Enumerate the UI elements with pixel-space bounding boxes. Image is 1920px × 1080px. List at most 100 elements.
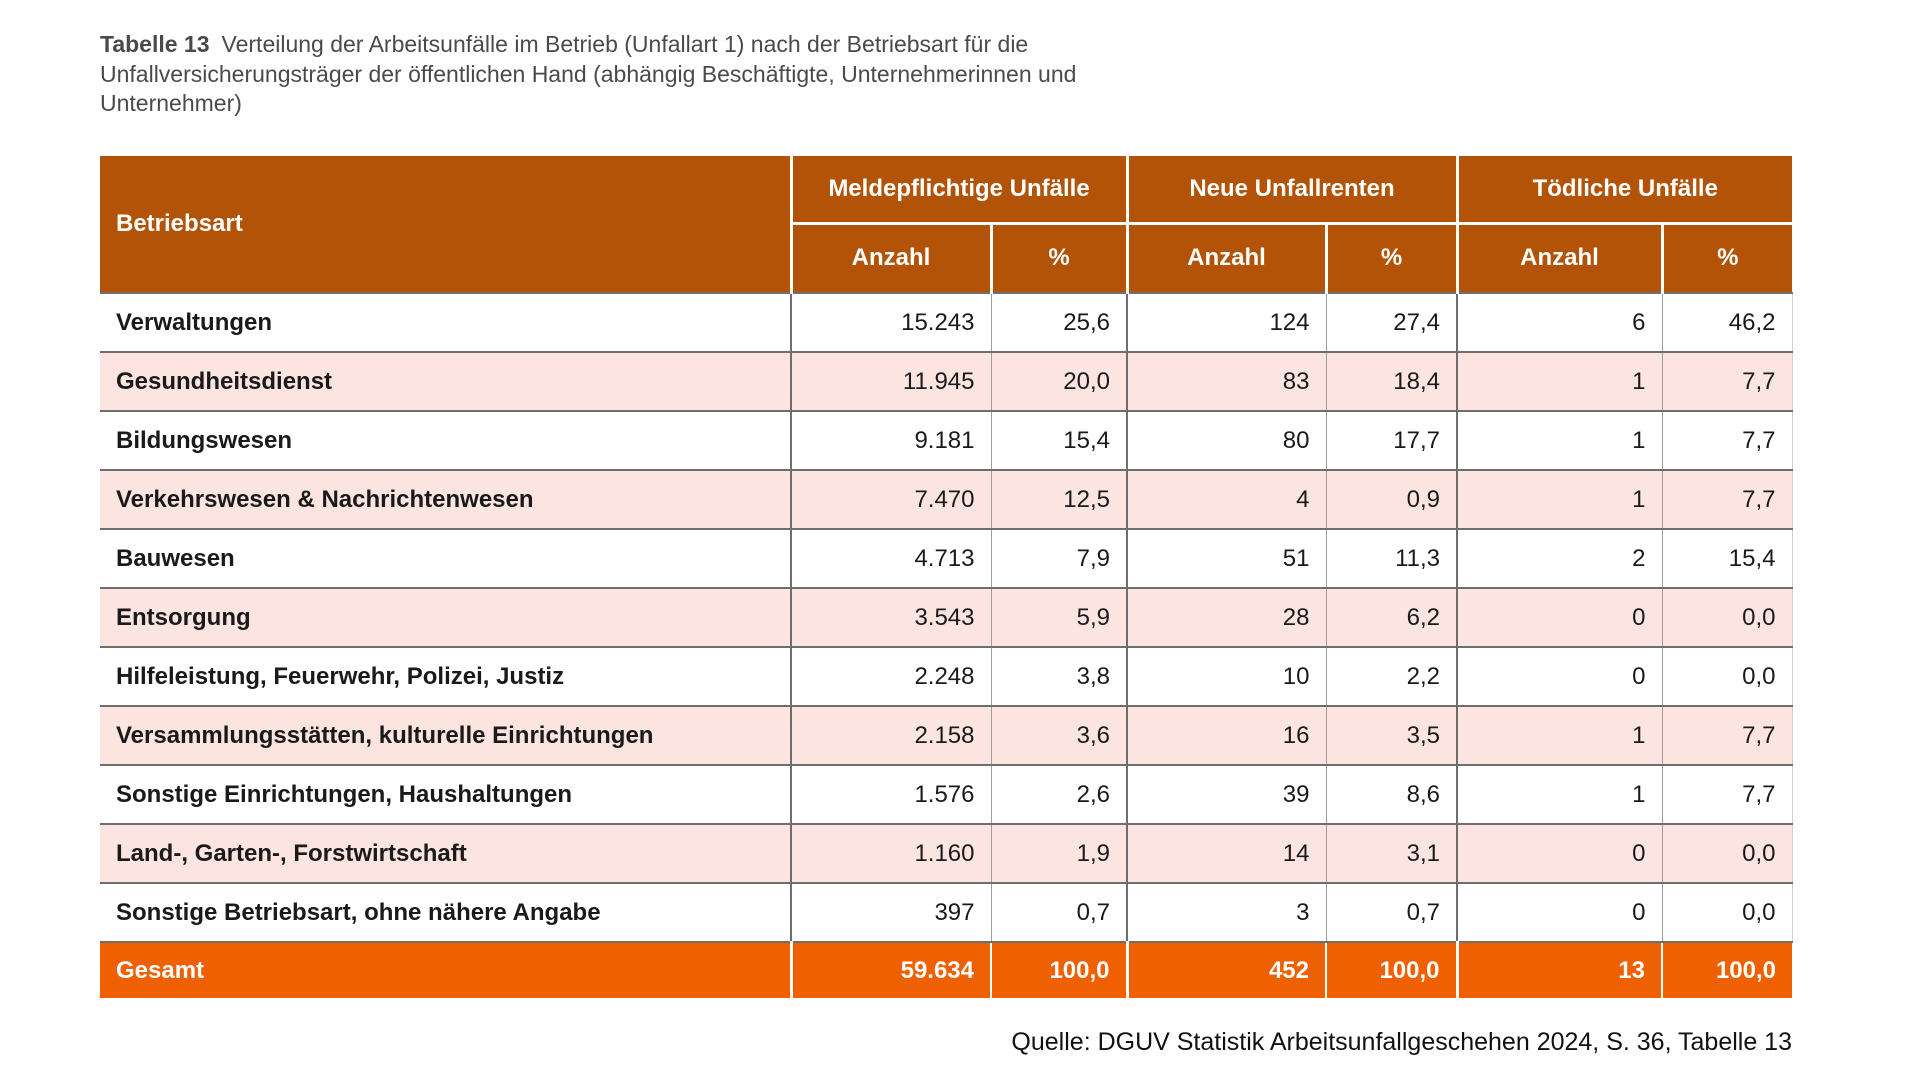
col-group-toedliche-unfaelle: Tödliche Unfälle: [1455, 156, 1793, 223]
table-row: Sonstige Einrichtungen, Haushaltungen 1.5…: [100, 764, 1793, 824]
table-row: Versammlungsstätten, kulturelle Einricht…: [100, 705, 1793, 765]
anzahl-cell: 3.543: [790, 587, 991, 647]
anzahl-cell: 397: [790, 882, 991, 942]
anzahl-cell: 2: [1456, 528, 1662, 588]
anzahl-cell: 1: [1456, 705, 1662, 765]
anzahl-cell: 1.160: [790, 823, 991, 883]
anzahl-cell: 13: [1455, 941, 1662, 998]
table-row: Hilfeleistung, Feuerwehr, Polizei, Justi…: [100, 646, 1793, 706]
table-number: Tabelle 13: [100, 31, 210, 57]
anzahl-cell: 2.248: [790, 646, 991, 706]
table-row: Bauwesen 4.713 7,9 51 11,3 2 15,4: [100, 528, 1793, 588]
caption-line-2: Unfallversicherungsträger der öffentlich…: [100, 60, 1077, 87]
percent-cell: 20,0: [990, 351, 1127, 411]
statistics-table: Betriebsart Meldepflichtige Unfälle Neue…: [100, 156, 1793, 998]
percent-cell: 100,0: [1660, 941, 1793, 998]
anzahl-cell: 7.470: [790, 469, 991, 529]
source-note: Quelle: DGUV Statistik Arbeitsunfallgesc…: [1011, 1028, 1792, 1056]
table-row: Bildungswesen 9.181 15,4 80 17,7 1 7,7: [100, 410, 1793, 470]
percent-cell: 3,6: [990, 705, 1127, 765]
percent-cell: 15,4: [1661, 528, 1793, 588]
table-row: Entsorgung 3.543 5,9 28 6,2 0 0,0: [100, 587, 1793, 647]
anzahl-cell: 0: [1456, 646, 1662, 706]
anzahl-cell: 1: [1456, 410, 1662, 470]
percent-cell: 100,0: [1325, 941, 1457, 998]
header-group-row: Betriebsart Meldepflichtige Unfälle Neue…: [100, 156, 1793, 293]
anzahl-cell: 1: [1456, 351, 1662, 411]
percent-cell: 7,7: [1661, 410, 1793, 470]
caption-text-1: Verteilung der Arbeitsunfälle im Betrieb…: [221, 31, 1029, 57]
caption-line-3: Unternehmer): [100, 90, 242, 116]
percent-cell: 1,9: [990, 823, 1127, 883]
anzahl-cell: 80: [1126, 410, 1326, 470]
total-row: Gesamt 59.634 100,0 452 100,0 13 100,0: [100, 941, 1793, 998]
percent-cell: 18,4: [1325, 351, 1457, 411]
col-group-meldepflichtige-unfaelle: Meldepflichtige Unfälle: [789, 156, 1127, 223]
col-header-percent-3: %: [1660, 221, 1793, 293]
betriebsart-cell: Sonstige Betriebsart, ohne nähere Angabe: [100, 882, 791, 942]
percent-cell: 7,7: [1661, 469, 1793, 529]
anzahl-cell: 1.576: [790, 764, 991, 824]
percent-cell: 0,0: [1661, 882, 1793, 942]
percent-cell: 12,5: [990, 469, 1127, 529]
percent-cell: 0,7: [990, 882, 1127, 942]
col-header-anzahl-1: Anzahl: [789, 221, 991, 293]
percent-cell: 3,8: [990, 646, 1127, 706]
anzahl-cell: 14: [1126, 823, 1326, 883]
betriebsart-cell: Verkehrswesen & Nachrichtenwesen: [100, 469, 791, 529]
anzahl-cell: 124: [1126, 292, 1326, 352]
table-header: Betriebsart Meldepflichtige Unfälle Neue…: [100, 156, 1793, 293]
anzahl-cell: 4: [1126, 469, 1326, 529]
betriebsart-cell: Bauwesen: [100, 528, 791, 588]
anzahl-cell: 1: [1456, 764, 1662, 824]
col-header-percent-1: %: [989, 221, 1127, 293]
caption-line-1: Tabelle 13 Verteilung der Arbeitsunfälle …: [100, 30, 1076, 60]
percent-cell: 7,7: [1661, 764, 1793, 824]
betriebsart-cell: Land-, Garten-, Forstwirtschaft: [100, 823, 791, 883]
col-header-betriebsart: Betriebsart: [100, 156, 791, 293]
anzahl-cell: 10: [1126, 646, 1326, 706]
betriebsart-cell: Versammlungsstätten, kulturelle Einricht…: [100, 705, 791, 765]
anzahl-cell: 59.634: [789, 941, 991, 998]
percent-cell: 2,6: [990, 764, 1127, 824]
percent-cell: 17,7: [1325, 410, 1457, 470]
anzahl-cell: 0: [1456, 823, 1662, 883]
percent-cell: 7,7: [1661, 351, 1793, 411]
table-row: Land-, Garten-, Forstwirtschaft 1.160 1,9 1…: [100, 823, 1793, 883]
betriebsart-cell: Bildungswesen: [100, 410, 791, 470]
percent-cell: 5,9: [990, 587, 1127, 647]
anzahl-cell: 11.945: [790, 351, 991, 411]
percent-cell: 0,0: [1661, 646, 1793, 706]
col-header-anzahl-2: Anzahl: [1125, 221, 1326, 293]
col-header-percent-2: %: [1324, 221, 1457, 293]
anzahl-cell: 9.181: [790, 410, 991, 470]
betriebsart-cell: Hilfeleistung, Feuerwehr, Polizei, Justi…: [100, 646, 791, 706]
anzahl-cell: 4.713: [790, 528, 991, 588]
percent-cell: 0,7: [1325, 882, 1457, 942]
betriebsart-cell: Gesundheitsdienst: [100, 351, 791, 411]
anzahl-cell: 0: [1456, 882, 1662, 942]
anzahl-cell: 83: [1126, 351, 1326, 411]
anzahl-cell: 15.243: [790, 292, 991, 352]
percent-cell: 0,0: [1661, 587, 1793, 647]
anzahl-cell: 0: [1456, 587, 1662, 647]
anzahl-cell: 2.158: [790, 705, 991, 765]
betriebsart-cell: Sonstige Einrichtungen, Haushaltungen: [100, 764, 791, 824]
percent-cell: 100,0: [990, 941, 1127, 998]
anzahl-cell: 39: [1126, 764, 1326, 824]
percent-cell: 15,4: [990, 410, 1127, 470]
table-caption: Tabelle 13 Verteilung der Arbeitsunfälle …: [100, 30, 1076, 119]
anzahl-cell: 6: [1456, 292, 1662, 352]
percent-cell: 3,1: [1325, 823, 1457, 883]
betriebsart-cell: Gesamt: [100, 941, 791, 998]
percent-cell: 27,4: [1325, 292, 1457, 352]
betriebsart-cell: Entsorgung: [100, 587, 791, 647]
anzahl-cell: 28: [1126, 587, 1326, 647]
percent-cell: 7,7: [1661, 705, 1793, 765]
percent-cell: 0,0: [1661, 823, 1793, 883]
percent-cell: 46,2: [1661, 292, 1793, 352]
percent-cell: 3,5: [1325, 705, 1457, 765]
header-sub-row: Anzahl % Anzahl % Anzahl %: [100, 221, 1793, 293]
table-row: Verwaltungen 15.243 25,6 124 27,4 6 46,2: [100, 292, 1793, 352]
